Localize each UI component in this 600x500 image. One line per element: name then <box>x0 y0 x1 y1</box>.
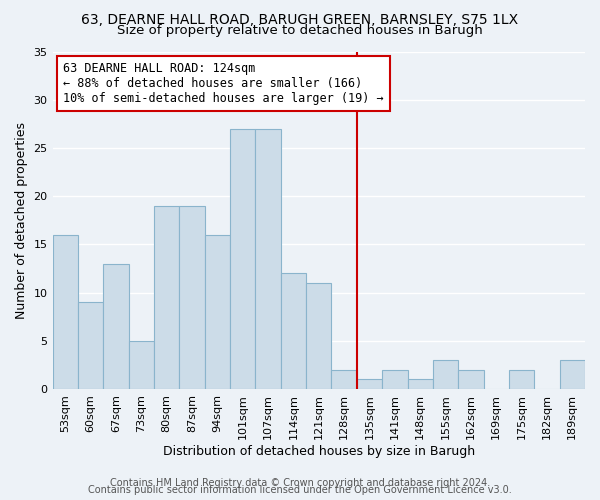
Text: Size of property relative to detached houses in Barugh: Size of property relative to detached ho… <box>117 24 483 37</box>
Bar <box>128 341 154 389</box>
Text: 63, DEARNE HALL ROAD, BARUGH GREEN, BARNSLEY, S75 1LX: 63, DEARNE HALL ROAD, BARUGH GREEN, BARN… <box>82 12 518 26</box>
Bar <box>256 128 281 389</box>
Text: Contains HM Land Registry data © Crown copyright and database right 2024.: Contains HM Land Registry data © Crown c… <box>110 478 490 488</box>
Bar <box>281 274 306 389</box>
Text: 63 DEARNE HALL ROAD: 124sqm
← 88% of detached houses are smaller (166)
10% of se: 63 DEARNE HALL ROAD: 124sqm ← 88% of det… <box>63 62 384 104</box>
Bar <box>179 206 205 389</box>
Bar <box>509 370 534 389</box>
Bar <box>154 206 179 389</box>
Bar <box>306 283 331 389</box>
Bar <box>407 380 433 389</box>
Text: Contains public sector information licensed under the Open Government Licence v3: Contains public sector information licen… <box>88 485 512 495</box>
Bar <box>433 360 458 389</box>
Bar <box>382 370 407 389</box>
Bar <box>560 360 585 389</box>
Bar <box>53 235 78 389</box>
X-axis label: Distribution of detached houses by size in Barugh: Distribution of detached houses by size … <box>163 444 475 458</box>
Bar <box>331 370 357 389</box>
Y-axis label: Number of detached properties: Number of detached properties <box>15 122 28 319</box>
Bar <box>458 370 484 389</box>
Bar <box>205 235 230 389</box>
Bar <box>78 302 103 389</box>
Bar <box>357 380 382 389</box>
Bar <box>230 128 256 389</box>
Bar <box>103 264 128 389</box>
